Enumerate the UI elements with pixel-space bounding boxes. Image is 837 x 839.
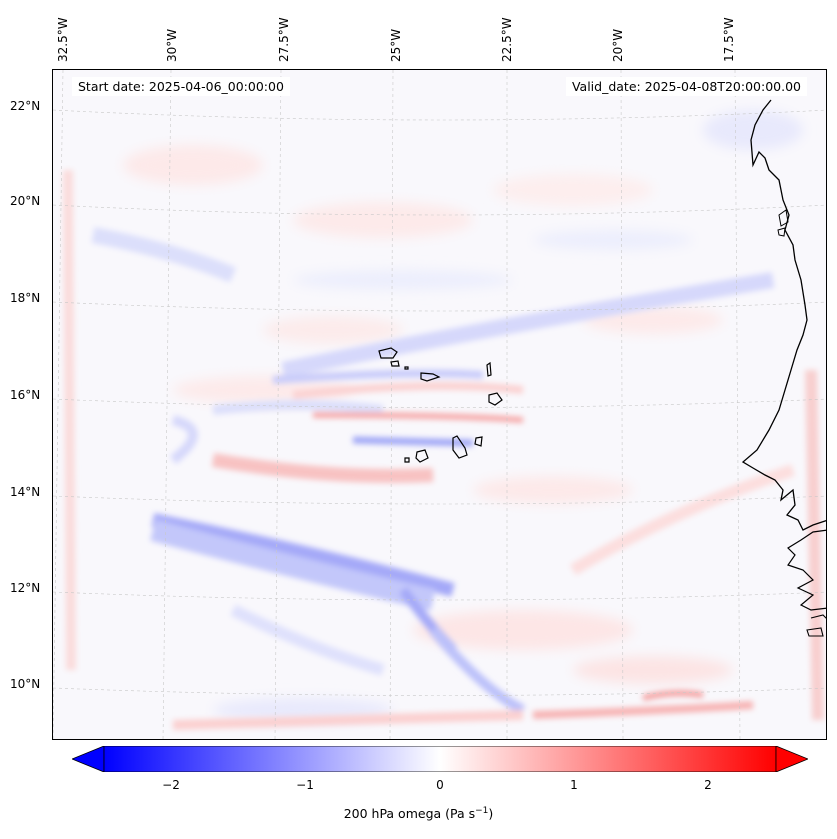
lon-tick-20w: 20°W [611, 28, 625, 62]
omega-field-map [53, 70, 826, 739]
lat-tick-10n: 10°N [10, 677, 41, 691]
map-panel[interactable] [52, 69, 827, 740]
lat-tick-20n: 20°N [10, 194, 41, 208]
colorbar-label: 200 hPa omega (Pa s−1) [0, 806, 837, 821]
lon-tick-25w: 25°W [389, 28, 403, 62]
lon-tick-32-5w: 32.5°W [56, 17, 70, 62]
bissagos-islands [806, 627, 824, 637]
colorbar-tick-0: 0 [436, 778, 444, 792]
lon-tick-17-5w: 17.5°W [722, 17, 736, 62]
start-date-label: Start date: 2025-04-06_00:00:00 [72, 77, 290, 96]
colorbar-gradient [70, 745, 810, 776]
field-faint-patches [123, 110, 803, 722]
valid-date-label: Valid_date: 2025-04-08T20:00:00.00 [565, 77, 807, 96]
lat-tick-18n: 18°N [10, 291, 41, 305]
lon-tick-22-5w: 22.5°W [500, 17, 514, 62]
colorbar-tick-2: 2 [704, 778, 712, 792]
colorbar-body [103, 745, 777, 773]
colorbar-label-text: 200 hPa omega (Pa s [343, 806, 476, 822]
lon-tick-27-5w: 27.5°W [277, 17, 291, 62]
coastline-islands [810, 614, 826, 619]
field-bands [63, 169, 824, 730]
colorbar-label-close: ) [488, 806, 494, 822]
colorbar-label-exponent: −1 [475, 806, 489, 816]
graticule [53, 70, 826, 739]
colorbar-extend-max [775, 745, 810, 773]
banc-darguin-islets [777, 209, 789, 237]
colorbar [70, 745, 810, 776]
colorbar-tick-1: 1 [570, 778, 578, 792]
cape-verde-islands [378, 347, 503, 463]
lon-tick-30w: 30°W [165, 28, 179, 62]
colorbar-extend-min [70, 745, 105, 773]
african-coastline [741, 99, 826, 531]
lat-tick-22n: 22°N [10, 99, 41, 113]
colorbar-tick-neg1: −1 [296, 778, 314, 792]
lat-tick-14n: 14°N [10, 485, 41, 499]
lat-tick-16n: 16°N [10, 388, 41, 402]
colorbar-tick-neg2: −2 [162, 778, 180, 792]
coastline-guinea [787, 529, 826, 611]
lat-tick-12n: 12°N [10, 581, 41, 595]
